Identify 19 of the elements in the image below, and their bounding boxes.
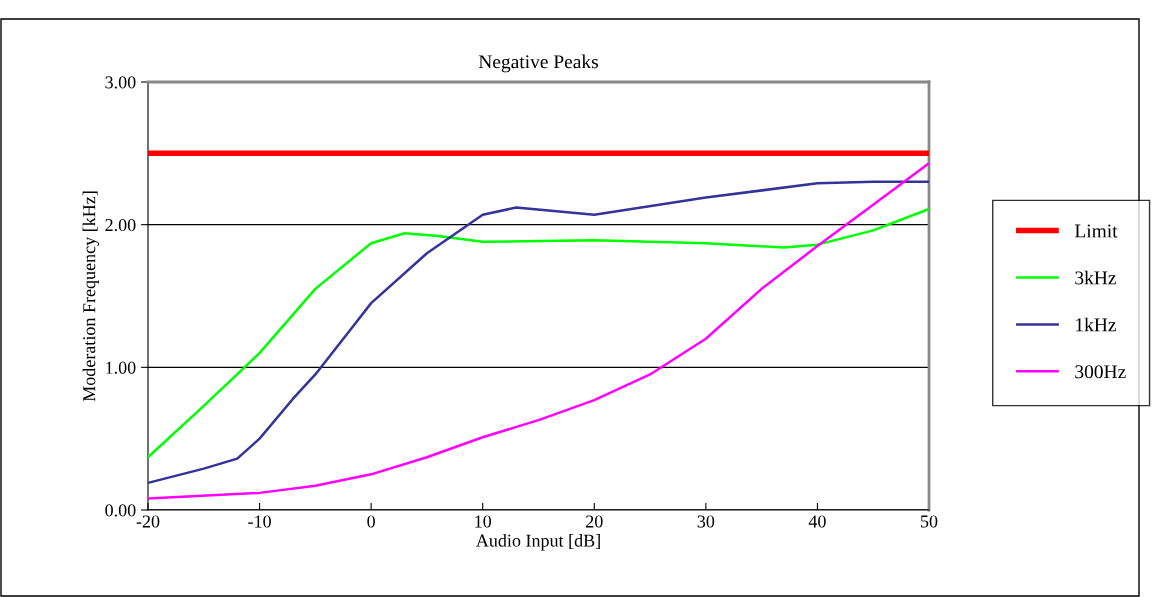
x-tick-label: 30 — [697, 515, 715, 528]
y-tick-label: 3.00 — [105, 76, 136, 89]
y-tick-label: 2.00 — [105, 218, 136, 232]
legend-label: 1kHz — [1076, 317, 1116, 332]
legend-label: 3kHz — [1075, 270, 1116, 285]
x-tick-label: -10 — [248, 515, 271, 528]
y-tick-label: 0.00 — [105, 504, 136, 517]
x-tick-label: 10 — [475, 515, 492, 528]
y-axis-title: Moderation Frequency [kHz] — [82, 191, 100, 402]
chart-title: Negative Peaks — [478, 54, 598, 73]
x-axis-title: Audio Input [dB] — [475, 534, 600, 551]
y-tick-label: 1.00 — [106, 361, 136, 374]
x-tick-label: 20 — [586, 515, 603, 528]
x-tick-label: 40 — [808, 515, 826, 528]
x-tick-label: 50 — [921, 515, 938, 528]
legend-label: 300Hz — [1075, 365, 1126, 379]
x-tick-label: 0 — [367, 515, 375, 528]
x-tick-label: -20 — [136, 515, 160, 528]
legend-label: Limit — [1074, 224, 1118, 238]
